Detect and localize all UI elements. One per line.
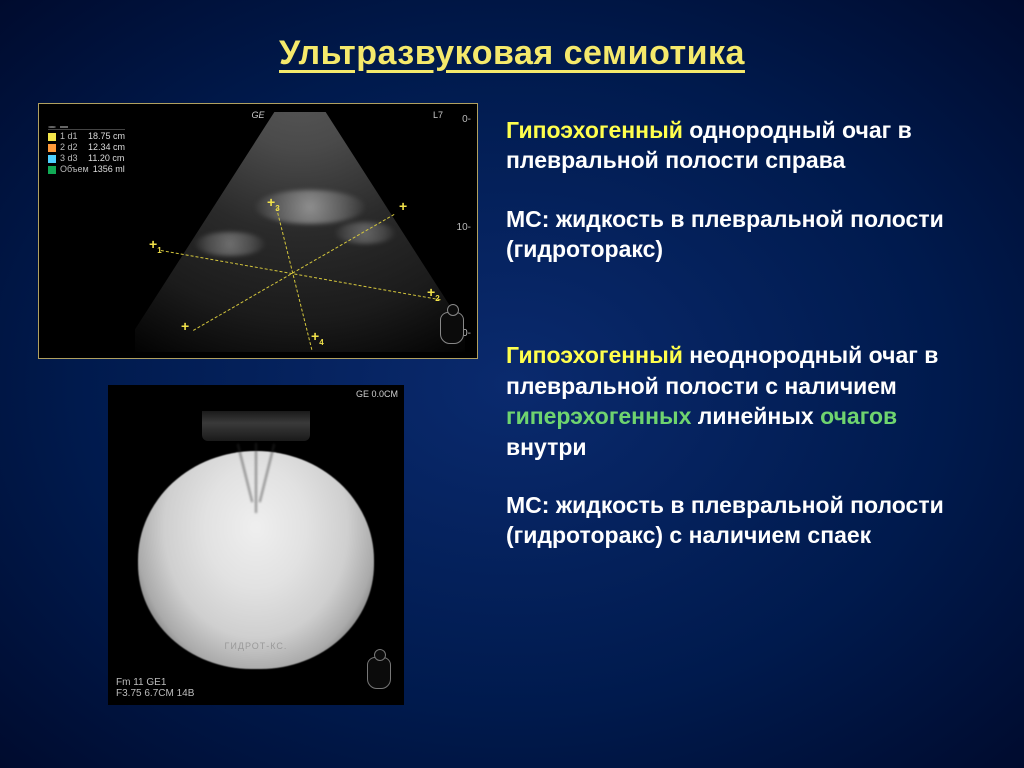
slide-title: Ультразвуковая семиотика [0,0,1024,73]
us2-footer: Fm 11 GE1 F3.75 6.7CM 14B [116,677,194,699]
measure-row: 1 d118.75 cm [48,131,125,142]
body-orientation-icon [435,306,469,350]
us1-brand: GE [251,110,264,120]
caliper-icon: +1 [149,236,162,255]
caliper-icon: +2 [427,284,440,303]
text-column: Гипоэхогенный однородный очаг в плевраль… [506,103,984,705]
conclusion-1: МС: жидкость в плевральной полости (гидр… [506,204,984,265]
depth-mark: 10- [457,222,471,233]
body-orientation-icon [362,651,396,695]
measure-row: 3 d311.20 cm [48,153,125,164]
measurement-table: 1 d118.75 cm 2 d212.34 cm 3 d311.20 cm О… [45,124,128,177]
caliper-icon: + [181,318,189,334]
conclusion-2: МС: жидкость в плевральной полости (гидр… [506,490,984,551]
caliper-icon: +4 [311,328,324,347]
ultrasound-image-1: GE L7 0- 10- 20- 1 d118.75 cm 2 d212.34 … [38,103,478,359]
finding-2: Гипоэхогенный неоднородный очаг в плевра… [506,340,984,461]
images-column: GE L7 0- 10- 20- 1 d118.75 cm 2 d212.34 … [38,103,478,705]
content-area: GE L7 0- 10- 20- 1 d118.75 cm 2 d212.34 … [0,73,1024,705]
measure-row: 2 d212.34 cm [48,142,125,153]
us1-probe: L7 [433,110,443,120]
us2-top-right: GE 0.0CM [356,389,398,399]
us2-caption: ГИДРОТ-КС. [225,641,288,651]
caliper-icon: + [399,198,407,214]
ultrasound-image-2: GE 0.0CM ГИДРОТ-КС. Fm 11 GE1 F3.75 6.7C… [108,385,404,705]
caliper-icon: +3 [267,194,280,213]
finding-1: Гипоэхогенный однородный очаг в плевраль… [506,115,984,176]
depth-mark: 0- [462,114,471,125]
